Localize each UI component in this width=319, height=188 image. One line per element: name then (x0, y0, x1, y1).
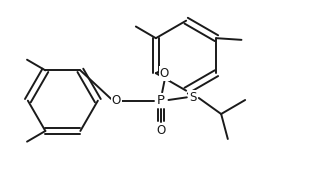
Text: O: O (157, 124, 166, 137)
Text: S: S (189, 91, 197, 104)
Text: O: O (160, 67, 169, 80)
Text: P: P (157, 94, 165, 107)
Text: O: O (112, 94, 121, 107)
